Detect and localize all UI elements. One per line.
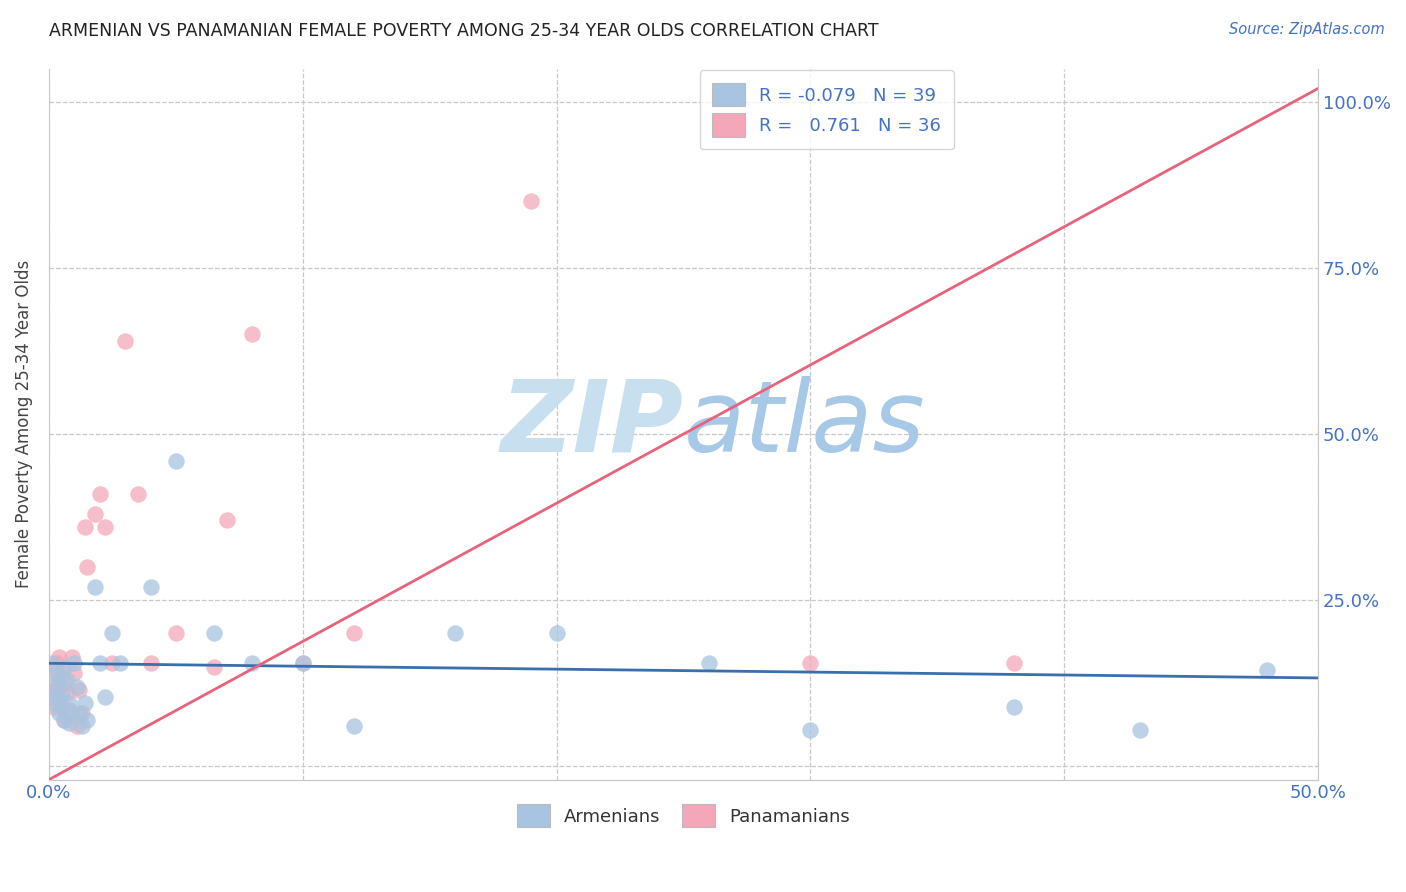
Text: ZIP: ZIP (501, 376, 683, 473)
Point (89, 657, 111, 671)
Point (89, 487, 111, 501)
Point (45, 690, 67, 704)
Point (108, 657, 131, 671)
Point (291, 657, 314, 671)
Point (127, 487, 149, 501)
Point (1002, 657, 1025, 671)
Legend: Armenians, Panamanians: Armenians, Panamanians (510, 797, 858, 835)
Point (53, 659, 76, 673)
Point (101, 657, 124, 671)
Point (291, 657, 314, 671)
Point (240, 327, 263, 342)
Point (76, 560, 98, 574)
Point (42, 699, 65, 714)
Point (165, 626, 187, 640)
Point (67, 706, 90, 721)
Point (202, 626, 225, 640)
Point (53, 713, 76, 727)
Point (114, 334, 136, 348)
Point (70, 719, 93, 733)
Point (60, 649, 83, 664)
Point (45, 682, 67, 697)
Point (42, 682, 65, 697)
Point (48, 673, 70, 687)
Point (94, 520, 117, 534)
Point (1129, 723, 1152, 737)
Point (51, 666, 73, 681)
Point (45, 666, 67, 681)
Point (53, 713, 76, 727)
Point (58, 716, 80, 731)
Point (48, 649, 70, 664)
Point (48, 693, 70, 707)
Point (67, 682, 90, 697)
Point (83, 580, 105, 594)
Point (41, 657, 63, 671)
Point (1256, 663, 1278, 677)
Point (240, 657, 263, 671)
Point (83, 507, 105, 521)
Point (55, 673, 77, 687)
Point (53, 676, 76, 690)
Point (101, 626, 124, 640)
Y-axis label: Female Poverty Among 25-34 Year Olds: Female Poverty Among 25-34 Year Olds (15, 260, 32, 588)
Point (66, 680, 89, 694)
Point (48, 706, 70, 721)
Point (697, 657, 720, 671)
Point (51, 699, 73, 714)
Point (546, 626, 568, 640)
Point (45, 657, 67, 671)
Point (342, 626, 364, 640)
Point (799, 657, 821, 671)
Point (73, 696, 96, 710)
Point (66, 719, 89, 733)
Point (799, 723, 821, 737)
Point (63, 657, 86, 671)
Point (51, 699, 73, 714)
Point (1002, 699, 1025, 714)
Point (520, 194, 543, 209)
Point (51, 686, 73, 700)
Point (342, 719, 364, 733)
Point (139, 657, 162, 671)
Point (165, 453, 187, 467)
Point (63, 666, 86, 681)
Point (42, 696, 65, 710)
Point (94, 690, 117, 704)
Point (55, 686, 77, 700)
Point (58, 703, 80, 717)
Point (60, 706, 83, 721)
Point (73, 520, 96, 534)
Point (41, 666, 63, 681)
Point (76, 713, 98, 727)
Point (58, 696, 80, 710)
Point (202, 659, 225, 673)
Text: ARMENIAN VS PANAMANIAN FEMALE POVERTY AMONG 25-34 YEAR OLDS CORRELATION CHART: ARMENIAN VS PANAMANIAN FEMALE POVERTY AM… (49, 22, 879, 40)
Point (139, 580, 162, 594)
Point (70, 706, 93, 721)
Text: Source: ZipAtlas.com: Source: ZipAtlas.com (1229, 22, 1385, 37)
Text: atlas: atlas (683, 376, 925, 473)
Point (215, 513, 238, 527)
Point (42, 680, 65, 694)
Point (444, 626, 467, 640)
